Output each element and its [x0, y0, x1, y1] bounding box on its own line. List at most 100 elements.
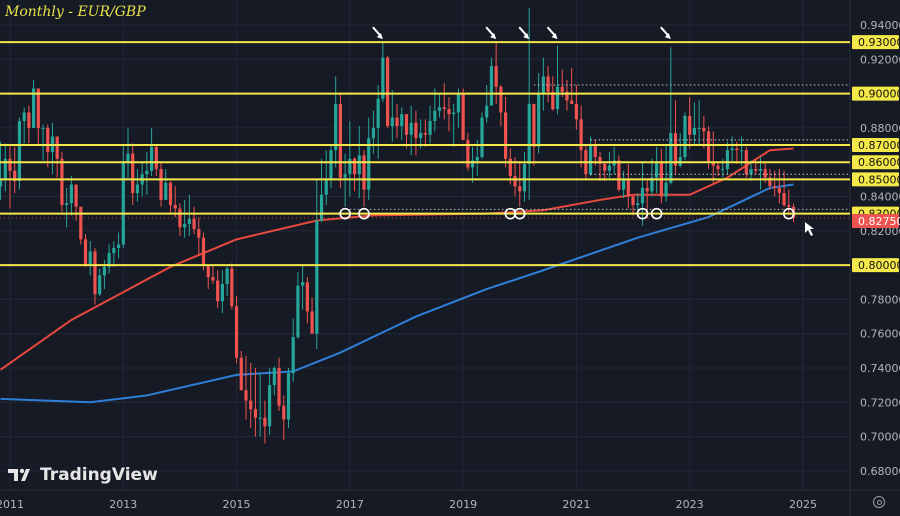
- candle-body: [631, 196, 635, 206]
- candle-body: [183, 223, 187, 228]
- candle-body: [362, 155, 366, 190]
- candle-body: [79, 206, 83, 240]
- candle-body: [17, 121, 22, 182]
- candle-body: [192, 218, 196, 230]
- level-price-tag: [852, 155, 899, 170]
- candle-body: [555, 86, 560, 110]
- candle-body: [371, 127, 376, 139]
- candle-body: [626, 179, 630, 197]
- candle-body: [244, 390, 248, 401]
- candle-body: [343, 174, 347, 178]
- candle-body: [725, 150, 730, 170]
- candle-body: [461, 93, 465, 140]
- candle-body: [735, 148, 739, 151]
- candle-body: [268, 385, 272, 427]
- current-price-label: 0.82750: [858, 215, 900, 228]
- candle-body: [782, 193, 786, 206]
- candle-body: [508, 158, 512, 176]
- candle-body: [522, 163, 527, 192]
- candle-body: [470, 160, 475, 168]
- time-tick-label: 2021: [562, 498, 590, 511]
- candle-body: [749, 169, 753, 175]
- candle-body: [32, 88, 36, 128]
- candle-body: [272, 368, 276, 386]
- candle-body: [518, 186, 522, 192]
- candle-body: [126, 153, 130, 163]
- time-tick-label: 2025: [789, 498, 817, 511]
- candle-body: [537, 93, 541, 147]
- candle-body: [88, 251, 92, 266]
- candle-body: [225, 268, 229, 284]
- candle-body: [437, 107, 442, 111]
- candle-body: [414, 122, 418, 139]
- candle-body: [532, 103, 536, 147]
- candle-body: [763, 169, 767, 178]
- settings-gear-icon[interactable]: [873, 496, 885, 508]
- candle-body: [201, 237, 206, 266]
- candle-body: [41, 127, 45, 129]
- candle-body: [593, 145, 597, 158]
- arrow-annotation-head-icon: [664, 33, 671, 40]
- tradingview-logo: TradingView: [8, 465, 158, 485]
- candle-body: [640, 187, 645, 204]
- candle-body: [551, 91, 555, 110]
- candle-body: [579, 119, 583, 151]
- candle-body: [475, 157, 479, 161]
- level-price-tag: [852, 258, 899, 273]
- candle-body: [376, 98, 380, 128]
- time-tick-label: 2011: [0, 498, 24, 511]
- candle-body: [206, 265, 210, 278]
- candle-body: [83, 239, 88, 266]
- candle-body: [3, 158, 7, 180]
- candle-body: [69, 184, 73, 204]
- arrow-annotation-head-icon: [376, 33, 383, 40]
- candle-body: [683, 115, 687, 158]
- candle-body: [305, 282, 309, 312]
- circle-annotation: [358, 207, 370, 220]
- candle-body: [574, 103, 578, 120]
- candle-body: [348, 158, 352, 175]
- candle-body: [13, 170, 17, 182]
- circle-annotation: [650, 207, 663, 220]
- candle-body: [112, 247, 116, 254]
- candle-body: [116, 244, 121, 248]
- candle-body: [423, 133, 427, 135]
- candle-body: [98, 275, 102, 295]
- time-tick-label: 2019: [449, 498, 477, 511]
- candle-body: [636, 203, 640, 206]
- candle-body: [456, 93, 460, 113]
- candle-body: [8, 158, 12, 171]
- candle-body: [357, 155, 361, 175]
- candle-body: [230, 268, 234, 307]
- candle-body: [603, 163, 607, 171]
- candle-body: [570, 100, 574, 104]
- candle-body: [352, 158, 357, 175]
- candle-body: [480, 117, 484, 158]
- candle-body: [390, 117, 394, 127]
- candle-body: [301, 282, 305, 286]
- candle-body: [773, 186, 777, 188]
- candle-body: [296, 285, 300, 338]
- candle-body: [400, 114, 404, 127]
- time-tick-label: 2017: [336, 498, 364, 511]
- arrow-annotation-head-icon: [551, 33, 558, 40]
- candle-body: [263, 417, 267, 427]
- candle-body: [692, 127, 696, 135]
- candle-body: [499, 86, 503, 113]
- candle-body: [164, 182, 168, 200]
- arrow-annotation-head-icon: [490, 33, 497, 40]
- candle-body: [777, 187, 781, 194]
- circle-annotation: [636, 207, 649, 220]
- time-tick-label: 2023: [676, 498, 704, 511]
- candle-body: [669, 133, 673, 183]
- candle-body: [211, 277, 215, 281]
- candle-body: [239, 357, 243, 391]
